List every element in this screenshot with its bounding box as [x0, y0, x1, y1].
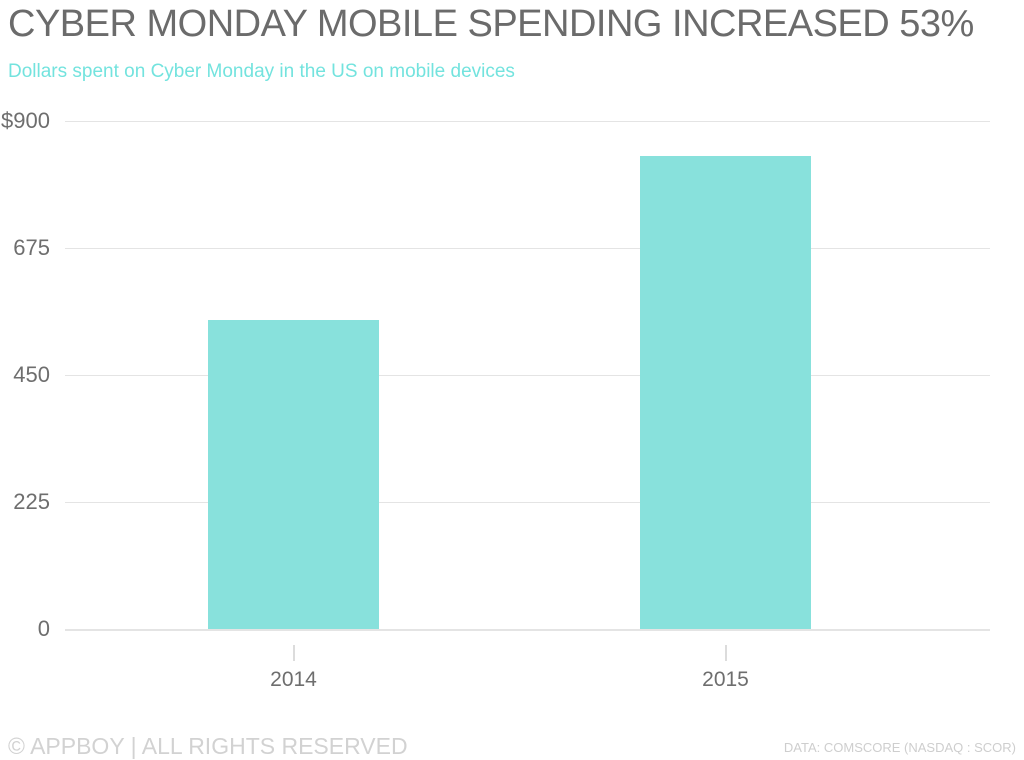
chart-title: CYBER MONDAY MOBILE SPENDING INCREASED 5…	[8, 3, 974, 45]
x-tick	[724, 645, 727, 661]
gridline	[65, 121, 990, 122]
x-axis-line	[65, 629, 990, 631]
gridline	[65, 502, 990, 503]
y-tick-label: 450	[13, 362, 50, 387]
y-tick-label: 675	[13, 235, 50, 260]
y-tick-label: 0	[37, 616, 50, 641]
gridline	[65, 248, 990, 249]
x-tick-label: 2015	[702, 668, 749, 691]
copyright-text: © APPBOY | ALL RIGHTS RESERVED	[8, 733, 408, 759]
chart-subtitle: Dollars spent on Cyber Monday in the US …	[8, 61, 515, 82]
gridline	[65, 375, 990, 376]
bar-2014	[208, 319, 379, 629]
data-source-text: DATA: COMSCORE (NASDAQ : SCOR)	[783, 740, 1016, 755]
x-tick-label: 2014	[270, 668, 317, 691]
bar-2015	[640, 155, 811, 629]
y-tick-label: 225	[13, 489, 50, 514]
x-tick	[292, 645, 295, 661]
y-tick-label: $900	[1, 108, 50, 133]
